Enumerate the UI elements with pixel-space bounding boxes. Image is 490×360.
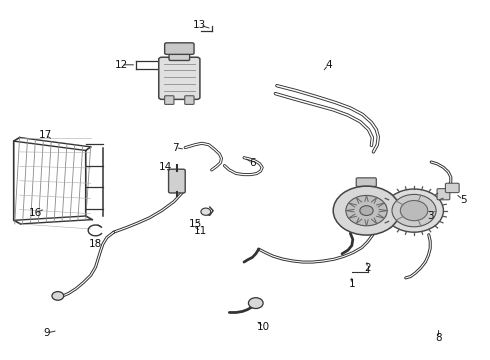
Circle shape — [248, 298, 263, 309]
Circle shape — [400, 201, 428, 221]
Text: 16: 16 — [28, 208, 42, 218]
Text: 1: 1 — [348, 279, 355, 289]
Circle shape — [201, 208, 211, 215]
Text: 15: 15 — [188, 219, 202, 229]
FancyBboxPatch shape — [185, 96, 194, 104]
FancyBboxPatch shape — [159, 57, 200, 99]
Circle shape — [52, 292, 64, 300]
Text: 14: 14 — [159, 162, 172, 172]
Circle shape — [385, 189, 443, 232]
FancyBboxPatch shape — [445, 183, 459, 193]
Text: 10: 10 — [257, 322, 270, 332]
FancyBboxPatch shape — [165, 96, 174, 104]
Text: 7: 7 — [172, 143, 179, 153]
Text: 11: 11 — [194, 226, 208, 236]
Text: 3: 3 — [427, 211, 434, 221]
Text: 17: 17 — [38, 130, 52, 140]
Text: 8: 8 — [435, 333, 442, 343]
Text: 5: 5 — [460, 195, 466, 205]
FancyBboxPatch shape — [169, 169, 185, 193]
Text: 6: 6 — [249, 158, 256, 168]
Text: 4: 4 — [325, 60, 332, 70]
Circle shape — [346, 195, 387, 226]
Text: 2: 2 — [364, 263, 371, 273]
Circle shape — [360, 206, 373, 216]
Text: 18: 18 — [89, 239, 102, 249]
Circle shape — [392, 194, 436, 227]
Text: 13: 13 — [193, 20, 207, 30]
FancyBboxPatch shape — [165, 43, 194, 54]
FancyBboxPatch shape — [356, 178, 376, 186]
Text: 12: 12 — [115, 60, 128, 70]
Text: 9: 9 — [43, 328, 50, 338]
FancyBboxPatch shape — [169, 52, 190, 60]
Circle shape — [333, 186, 400, 235]
FancyBboxPatch shape — [437, 189, 450, 200]
